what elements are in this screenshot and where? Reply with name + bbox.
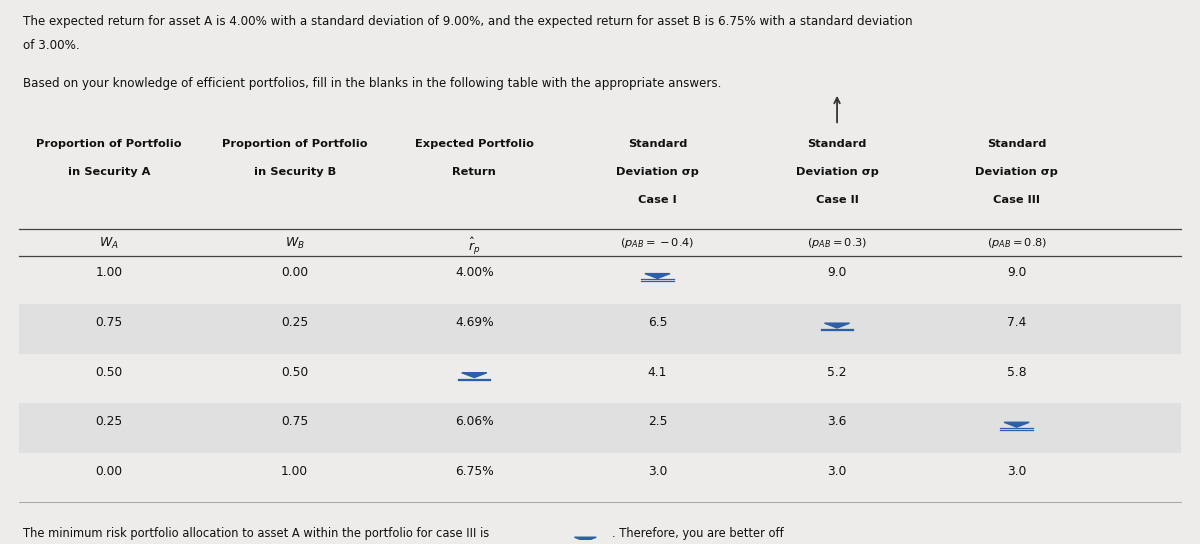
FancyBboxPatch shape [19,403,1181,453]
Text: $W_B$: $W_B$ [284,236,305,251]
Text: $W_A$: $W_A$ [100,236,119,251]
Text: 0.00: 0.00 [281,267,308,280]
Text: 6.06%: 6.06% [455,415,493,428]
Text: Proportion of Portfolio: Proportion of Portfolio [36,139,182,149]
Text: Deviation σp: Deviation σp [796,167,878,177]
Text: Case III: Case III [994,195,1040,205]
Text: Return: Return [452,167,497,177]
Text: 0.25: 0.25 [96,415,122,428]
Text: The minimum risk portfolio allocation to asset A within the portfolio for case I: The minimum risk portfolio allocation to… [23,527,490,540]
Text: 5.2: 5.2 [827,366,847,379]
Polygon shape [462,373,487,378]
Text: . Therefore, you are better off: . Therefore, you are better off [612,527,784,540]
Text: Expected Portfolio: Expected Portfolio [415,139,534,149]
FancyBboxPatch shape [19,304,1181,354]
Text: in Security B: in Security B [253,167,336,177]
Text: of 3.00%.: of 3.00%. [23,39,79,52]
Text: 1.00: 1.00 [281,465,308,478]
Text: 3.0: 3.0 [648,465,667,478]
Text: Standard: Standard [808,139,866,149]
Text: 7.4: 7.4 [1007,316,1026,329]
Text: Standard: Standard [628,139,688,149]
Text: The expected return for asset A is 4.00% with a standard deviation of 9.00%, and: The expected return for asset A is 4.00%… [23,15,912,28]
Text: 0.25: 0.25 [281,316,308,329]
Text: $(p_{AB}=0.8)$: $(p_{AB}=0.8)$ [986,236,1046,250]
Text: 0.50: 0.50 [281,366,308,379]
Polygon shape [644,274,670,279]
Text: 4.00%: 4.00% [455,267,493,280]
Text: 3.0: 3.0 [827,465,847,478]
Polygon shape [1004,422,1030,427]
Text: 1.00: 1.00 [96,267,122,280]
Text: 3.0: 3.0 [1007,465,1026,478]
Text: 4.1: 4.1 [648,366,667,379]
Text: 6.75%: 6.75% [455,465,493,478]
Text: Standard: Standard [986,139,1046,149]
Text: 9.0: 9.0 [827,267,847,280]
Text: Based on your knowledge of efficient portfolios, fill in the blanks in the follo: Based on your knowledge of efficient por… [23,77,721,90]
Text: in Security A: in Security A [68,167,150,177]
Text: 0.75: 0.75 [281,415,308,428]
Text: 0.75: 0.75 [96,316,122,329]
Text: 3.6: 3.6 [827,415,847,428]
Text: 6.5: 6.5 [648,316,667,329]
Text: Proportion of Portfolio: Proportion of Portfolio [222,139,367,149]
Text: Case II: Case II [816,195,858,205]
Text: $(p_{AB}=-0.4)$: $(p_{AB}=-0.4)$ [620,236,695,250]
Text: 2.5: 2.5 [648,415,667,428]
Text: Case I: Case I [638,195,677,205]
Text: 0.50: 0.50 [96,366,122,379]
Text: $(p_{AB}=0.3)$: $(p_{AB}=0.3)$ [806,236,868,250]
Text: $\hat{r}_p$: $\hat{r}_p$ [468,236,480,257]
Text: 5.8: 5.8 [1007,366,1026,379]
Text: 0.00: 0.00 [96,465,122,478]
Polygon shape [824,323,850,328]
Text: Deviation σp: Deviation σp [976,167,1058,177]
Text: 4.69%: 4.69% [455,316,493,329]
Text: Deviation σp: Deviation σp [616,167,698,177]
Polygon shape [575,537,596,541]
Text: 9.0: 9.0 [1007,267,1026,280]
